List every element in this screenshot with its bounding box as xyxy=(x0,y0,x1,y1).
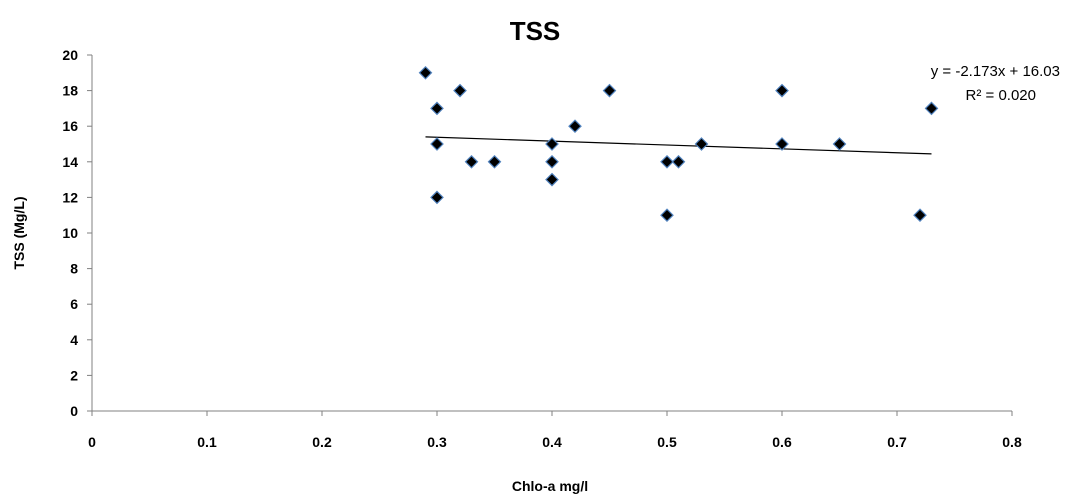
y-tick-label: 0 xyxy=(70,403,78,419)
y-tick-group: 0 2 4 6 8 10 12 14 16 18 20 xyxy=(62,47,92,419)
y-tick-label: 4 xyxy=(70,332,78,348)
chart-title: TSS xyxy=(510,16,561,46)
x-tick-label: 0.2 xyxy=(312,434,332,450)
data-point xyxy=(464,154,479,169)
trendline-equation: y = -2.173x + 16.03 xyxy=(931,63,1060,80)
trend-line xyxy=(425,136,932,155)
y-tick-label: 14 xyxy=(62,154,78,170)
x-tick-label: 0.5 xyxy=(657,434,677,450)
data-point xyxy=(694,137,709,151)
data-point xyxy=(487,154,502,169)
x-tick-label: 0.3 xyxy=(427,434,447,450)
data-point xyxy=(832,137,847,151)
data-point xyxy=(453,83,467,98)
data-point xyxy=(545,172,559,187)
data-point xyxy=(545,154,559,169)
x-tick-label: 0 xyxy=(88,434,96,450)
x-tick-label: 0.1 xyxy=(197,434,217,450)
data-point xyxy=(660,208,674,223)
y-tick-label: 10 xyxy=(62,225,78,241)
y-tick-label: 18 xyxy=(62,83,78,99)
x-tick-label: 0.8 xyxy=(1002,434,1022,450)
data-point xyxy=(775,83,789,98)
data-point xyxy=(545,137,559,151)
data-point xyxy=(775,137,789,151)
x-axis-title: Chlo-a mg/l xyxy=(512,478,588,494)
y-tick-label: 12 xyxy=(62,189,78,205)
y-tick-label: 6 xyxy=(70,296,78,312)
x-tick-group: 0 0.1 0.2 0.3 0.4 0.5 0.6 0.7 0.8 xyxy=(88,411,1022,450)
data-point xyxy=(602,83,617,98)
y-tick-label: 8 xyxy=(70,261,78,277)
y-tick-label: 20 xyxy=(62,47,78,63)
y-tick-label: 2 xyxy=(70,367,78,383)
trendline-r-squared: R² = 0.020 xyxy=(966,87,1036,104)
y-axis-title: TSS (Mg/L) xyxy=(11,196,27,269)
data-point xyxy=(660,154,674,169)
x-tick-label: 0.6 xyxy=(772,434,792,450)
data-point xyxy=(430,190,444,205)
x-tick-label: 0.4 xyxy=(542,434,562,450)
data-point xyxy=(913,208,927,223)
data-point xyxy=(924,101,939,116)
data-point xyxy=(568,119,582,134)
axes xyxy=(91,55,1012,412)
data-point xyxy=(418,65,433,80)
data-point xyxy=(430,101,444,116)
y-tick-label: 16 xyxy=(62,118,78,134)
data-point xyxy=(430,137,444,151)
x-tick-label: 0.7 xyxy=(887,434,907,450)
data-point xyxy=(671,154,686,169)
data-points xyxy=(418,65,939,223)
